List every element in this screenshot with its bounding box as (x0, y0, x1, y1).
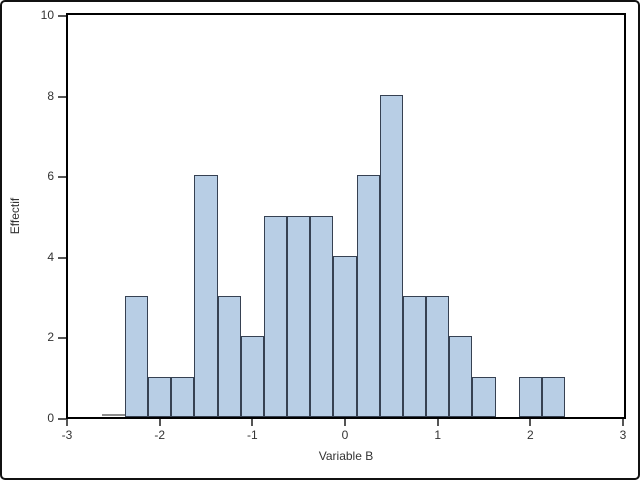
histogram-bar (472, 376, 496, 417)
y-axis-title: Effectif (8, 197, 22, 235)
y-axis-tick (58, 176, 66, 179)
y-axis-tick (58, 95, 66, 98)
histogram-bar (194, 175, 218, 417)
histogram-bar (518, 376, 542, 417)
histogram-bar (148, 376, 172, 417)
y-axis-tick-label: 2 (47, 330, 54, 345)
x-axis-tick-label: 2 (526, 428, 534, 442)
histogram-bar (449, 336, 473, 417)
x-axis-tick (622, 419, 624, 426)
x-axis-tick (344, 419, 346, 426)
y-axis-tick (58, 15, 66, 17)
histogram-plot-area (66, 13, 626, 417)
zero-count-bar-outline (101, 414, 125, 416)
x-axis-title: Variable B (318, 449, 374, 463)
x-axis-tick-label: 1 (434, 428, 442, 442)
x-axis-tick-label: -1 (246, 428, 258, 442)
histogram-bar (310, 215, 334, 417)
y-axis-tick-label: 6 (47, 169, 54, 184)
x-axis-tick-label: -2 (154, 428, 166, 442)
y-axis-tick-label: 10 (40, 8, 54, 22)
histogram-bar (124, 296, 149, 417)
x-axis-tick (436, 419, 439, 426)
histogram-bar (379, 94, 403, 417)
y-axis-tick (58, 256, 66, 259)
x-axis-tick-label: 0 (341, 428, 349, 442)
histogram-bar (171, 376, 195, 417)
y-axis-tick-label: 8 (47, 88, 54, 103)
x-axis-tick-label: -3 (61, 428, 73, 442)
y-axis-tick-label: 4 (47, 249, 54, 264)
y-axis-tick-label: 0 (47, 411, 54, 425)
histogram-bar (356, 175, 380, 417)
histogram-bar (426, 296, 450, 417)
x-axis-tick (158, 419, 161, 426)
histogram-bar (402, 296, 427, 417)
histogram-bar (263, 215, 288, 417)
x-axis-tick (529, 419, 532, 426)
histogram-bar (333, 255, 357, 417)
x-axis-tick-label: 3 (619, 428, 627, 442)
x-axis-tick (251, 419, 254, 426)
histogram-bar (287, 215, 311, 417)
histogram-bar (541, 376, 566, 417)
histogram-bar (240, 336, 264, 417)
x-axis-tick (66, 419, 68, 426)
y-axis-tick (58, 418, 66, 420)
plot-frame (66, 13, 626, 419)
histogram-bar (217, 296, 241, 417)
y-axis-tick (58, 337, 66, 340)
